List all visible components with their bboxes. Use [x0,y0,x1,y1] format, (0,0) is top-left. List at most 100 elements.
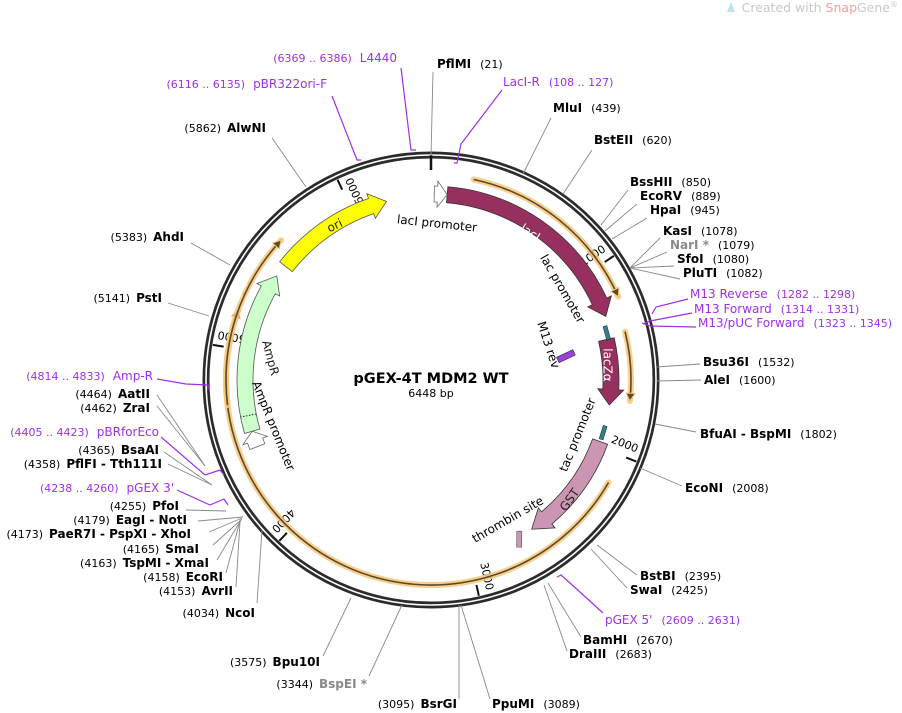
restriction-site[interactable]: (3575) Bpu10I [230,655,320,669]
restriction-site[interactable]: PluTI (1082) [683,266,763,280]
primer-binding-site[interactable]: (4238 .. 4260) pGEX 3' [40,481,174,495]
restriction-site[interactable]: (4358) PflFI - Tth111I [24,457,162,471]
restriction-site[interactable]: PpuMI (3089) [492,697,580,711]
restriction-site[interactable]: (5862) AlwNI [184,121,266,135]
restriction-site[interactable]: PflMI (21) [437,57,503,71]
site-name: BsaAI [121,443,159,457]
GST-feature[interactable] [531,438,609,530]
site-position: (620) [642,134,672,147]
restriction-site[interactable]: (4158) EcoRI [143,570,223,584]
primer-range: (1323 .. 1345) [814,317,893,330]
lacZ-feature[interactable] [596,337,625,406]
restriction-site[interactable]: BfuAI - BspMI (1802) [700,427,837,441]
site-name: PluTI [683,266,717,280]
svg-text:(4034)NcoI: (4034) NcoI [183,606,255,620]
restriction-site[interactable]: SfoI (1080) [677,252,749,266]
site-leader [235,521,241,588]
thrombin-site[interactable] [516,530,523,548]
restriction-site[interactable]: BamHI (2670) [583,633,673,647]
svg-text:(4365)BsaAI: (4365) BsaAI [78,443,159,457]
tick-label: 2000 [609,433,640,455]
lacI-promoter-feature[interactable] [433,179,448,209]
restriction-site[interactable]: (4462) ZraI [80,401,150,415]
tick-5000 [212,343,224,348]
restriction-site[interactable]: (3344) BspEI * [276,677,367,691]
primer-name: L4440 [360,51,397,65]
restriction-site[interactable]: (4165) SmaI [123,542,199,556]
svg-text:BamHI(2670): BamHI (2670) [583,633,673,647]
site-position: (1080) [713,253,750,266]
primer-binding-site[interactable]: (6369 .. 6386) L4440 [273,51,397,65]
svg-text:pGEX 5'(2609 .. 2631): pGEX 5' (2609 .. 2631) [605,613,740,627]
svg-text:BstEII(620): BstEII (620) [594,133,672,147]
svg-text:PpuMI(3089): PpuMI (3089) [492,697,580,711]
svg-text:(3344)BspEI *: (3344) BspEI * [276,677,367,691]
watermark-brand2: Gene [857,0,890,16]
primer-name: pBRforEco [97,425,159,439]
svg-text:M13/pUC Forward(1323 .. 1345): M13/pUC Forward (1323 .. 1345) [698,316,892,330]
site-position: (1079) [718,239,755,252]
site-position: (2425) [671,584,708,597]
restriction-site[interactable]: NarI * (1079) [670,238,755,252]
m13-rev-site[interactable] [556,349,576,364]
restriction-site[interactable]: (4179) EagI - NotI [73,513,187,527]
site-leader [629,267,681,280]
restriction-site[interactable]: (4173) PaeR7I - PspXI - XhoI [6,527,191,541]
svg-text:(6369 .. 6386)L4440: (6369 .. 6386) L4440 [273,51,397,65]
plasmid-length: 6448 bp [408,387,453,400]
restriction-site[interactable]: DraIII (2683) [569,647,652,661]
AmpR-promoter-feature[interactable] [241,430,269,451]
restriction-site[interactable]: BstBI (2395) [640,569,721,583]
site-leader [547,582,582,638]
restriction-site[interactable]: BssHII (850) [630,175,711,189]
restriction-site[interactable]: (4163) TspMI - XmaI [80,556,209,570]
svg-text:BfuAI - BspMI(1802): BfuAI - BspMI (1802) [700,427,837,441]
AmpR-feature[interactable] [236,275,281,434]
restriction-site[interactable]: SwaI (2425) [630,583,708,597]
site-name: BspEI * [319,677,368,691]
site-position: (1802) [800,428,837,441]
primer-binding-site[interactable]: M13 Reverse (1282 .. 1298) [690,287,855,301]
primer-leader [400,67,416,151]
restriction-site[interactable]: (5383) AhdI [111,230,184,244]
restriction-site[interactable]: HpaI (945) [650,203,720,217]
restriction-site[interactable]: KasI (1078) [663,224,738,238]
primer-name: pGEX 3' [127,481,174,495]
restriction-site[interactable]: (4153) AvrII [159,584,233,598]
primer-binding-site[interactable]: M13 Forward (1314 .. 1331) [694,302,859,316]
primer-binding-site[interactable]: (4814 .. 4833) Amp-R [26,369,153,383]
primer-leader [651,298,689,315]
restriction-site[interactable]: EcoNI (2008) [685,481,769,495]
restriction-site[interactable]: BstEII (620) [594,133,672,147]
svg-text:AleI(1600): AleI (1600) [704,373,776,387]
restriction-site[interactable]: (4464) AatII [75,387,150,401]
site-position: (4034) [183,607,220,620]
lacI-feature[interactable] [446,186,612,317]
site-leader [600,189,629,226]
svg-text:(3575)Bpu10I: (3575) Bpu10I [230,655,320,669]
restriction-site[interactable]: MluI (439) [553,101,621,115]
AmpR-label: AmpR [259,339,282,377]
restriction-site[interactable]: AleI (1600) [704,373,776,387]
ori-feature[interactable] [279,193,388,273]
restriction-site[interactable]: (4255) PfoI [110,499,179,513]
restriction-site[interactable]: (4365) BsaAI [78,443,159,457]
restriction-site[interactable]: Bsu36I (1532) [703,355,795,369]
restriction-site[interactable]: EcoRV (889) [640,189,721,203]
plasmid-title: pGEX-4T MDM2 WT [353,371,508,387]
svg-text:HpaI(945): HpaI (945) [650,203,720,217]
primer-binding-site[interactable]: (6116 .. 6135) pBR322ori-F [167,77,328,91]
primer-binding-site[interactable]: pGEX 5' (2609 .. 2631) [605,613,740,627]
primer-leader [641,322,697,328]
restriction-site[interactable]: (5141) PstI [93,291,162,305]
primer-binding-site[interactable]: (4405 .. 4423) pBRforEco [10,425,159,439]
site-position: (1532) [758,356,795,369]
site-position: (4462) [80,402,117,415]
restriction-site[interactable]: (4034) NcoI [183,606,255,620]
svg-text:DraIII(2683): DraIII (2683) [569,647,652,661]
restriction-site[interactable]: (3095) BsrGI [378,697,457,711]
primer-binding-site[interactable]: M13/pUC Forward (1323 .. 1345) [698,316,892,330]
site-position: (1600) [739,374,776,387]
primer-binding-site[interactable]: LacI-R (108 .. 127) [503,75,613,89]
site-leader [460,604,491,700]
